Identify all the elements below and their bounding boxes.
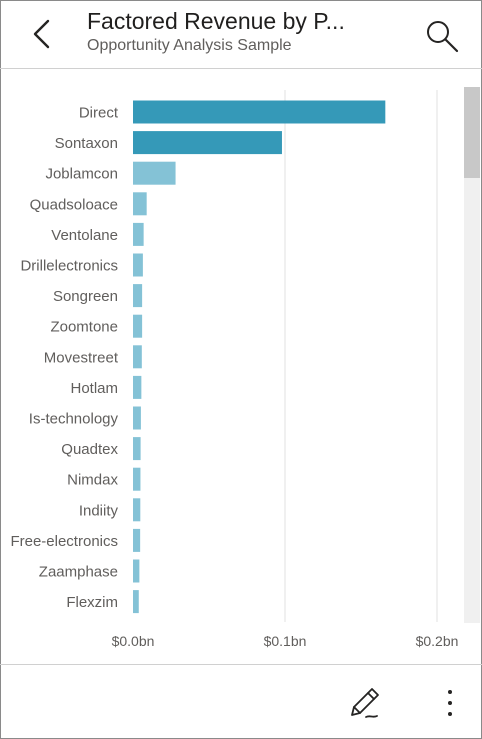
bar[interactable] [133, 131, 282, 155]
search-icon [427, 21, 459, 53]
bar[interactable] [133, 284, 143, 308]
more-options-button[interactable] [436, 685, 464, 721]
bar[interactable] [133, 345, 142, 369]
category-label: Zaamphase [39, 564, 118, 581]
category-label: Is-technology [29, 411, 119, 428]
bar[interactable] [133, 100, 386, 124]
bar[interactable] [133, 498, 141, 522]
pencil-icon [351, 688, 379, 718]
category-label: Quadtex [61, 441, 118, 458]
header-bar: Factored Revenue by P... Opportunity Ana… [0, 0, 482, 69]
category-label: Indiity [79, 502, 119, 519]
bar[interactable] [133, 161, 176, 185]
category-label: Movestreet [44, 349, 119, 366]
scrollbar-thumb[interactable] [464, 87, 480, 178]
category-label: Nimdax [67, 472, 118, 489]
category-label: Songreen [53, 288, 118, 305]
chart-canvas: Direct Sontaxon Joblamcon Quadsoloace Ventol… [10, 87, 480, 649]
x-tick-label: $0.1bn [264, 633, 307, 649]
back-button[interactable] [26, 16, 60, 52]
bar[interactable] [133, 192, 147, 216]
page-subtitle: Opportunity Analysis Sample [87, 37, 292, 54]
chevron-left-icon [33, 19, 50, 49]
bar[interactable] [133, 528, 141, 552]
bar[interactable] [133, 406, 141, 430]
bar[interactable] [133, 559, 140, 583]
search-button[interactable] [424, 18, 460, 54]
category-label: Drillelectronics [20, 258, 118, 275]
bar[interactable] [133, 314, 143, 338]
more-vertical-icon [448, 690, 452, 716]
x-tick-label: $0.0bn [112, 633, 155, 649]
category-label: Sontaxon [55, 135, 118, 152]
bar[interactable] [133, 375, 142, 399]
footer-bar [0, 664, 482, 739]
bar[interactable] [133, 253, 143, 277]
category-label: Quadsoloace [30, 196, 118, 213]
x-tick-label: $0.2bn [416, 633, 459, 649]
category-label: Free-electronics [10, 533, 118, 550]
edit-button[interactable] [346, 685, 382, 721]
bar[interactable] [133, 590, 139, 614]
bar[interactable] [133, 222, 144, 246]
page-title: Factored Revenue by P... [87, 8, 345, 34]
category-label: Flexzim [66, 594, 118, 611]
bar[interactable] [133, 467, 141, 491]
bar[interactable] [133, 437, 141, 461]
category-label: Ventolane [51, 227, 118, 244]
category-label: Direct [79, 105, 119, 122]
bar-chart: Direct Sontaxon Joblamcon Quadsoloace Ventol… [0, 70, 482, 664]
category-label: Hotlam [70, 380, 118, 397]
category-label: Joblamcon [45, 166, 118, 183]
scrollbar-track[interactable] [464, 87, 480, 623]
category-label: Zoomtone [50, 319, 118, 336]
